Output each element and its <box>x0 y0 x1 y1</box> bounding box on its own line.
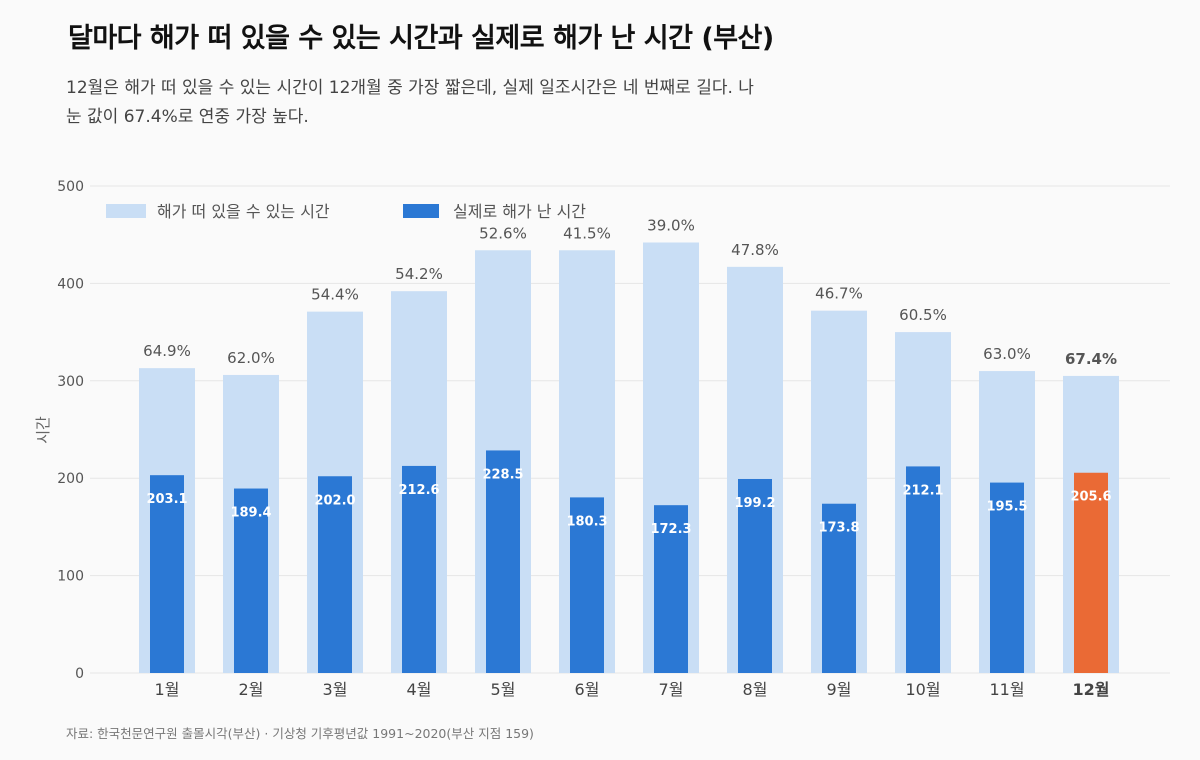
bar-actual-hours <box>486 450 520 673</box>
bar-actual-hours <box>318 476 352 673</box>
bar-value-label: 205.6 <box>1070 490 1111 505</box>
bar-actual-hours <box>234 488 268 673</box>
bar-actual-hours <box>738 478 772 673</box>
x-tick-label: 5월 <box>491 680 516 699</box>
bar-value-label: 180.3 <box>566 514 607 529</box>
legend: 해가 떠 있을 수 있는 시간 실제로 해가 난 시간 <box>106 202 586 221</box>
x-tick-label: 8월 <box>743 680 768 699</box>
source-note: 자료: 한국천문연구원 출몰시각(부산) · 기상청 기후평년값 1991~20… <box>66 726 534 741</box>
legend-swatch-actual <box>403 204 439 218</box>
bar-value-label: 195.5 <box>986 500 1027 515</box>
bar-value-label: 212.6 <box>398 483 439 498</box>
bar-value-label: 173.8 <box>818 521 859 536</box>
bar-actual-hours <box>150 475 184 673</box>
x-tick-label: 6월 <box>575 680 600 699</box>
y-tick-label: 0 <box>75 666 84 682</box>
chart-subtitle: 12월은 해가 떠 있을 수 있는 시간이 12개월 중 가장 짧은데, 실제 … <box>66 78 754 127</box>
bar-actual-hours <box>822 503 856 673</box>
legend-label-possible: 해가 떠 있을 수 있는 시간 <box>157 202 330 221</box>
y-tick-label: 100 <box>57 569 84 585</box>
x-tick-label: 11월 <box>989 680 1024 699</box>
bar-value-label: 202.0 <box>314 493 355 508</box>
x-tick-label: 4월 <box>407 680 432 699</box>
ratio-label: 54.4% <box>311 286 359 304</box>
x-tick-label: 10월 <box>905 680 940 699</box>
bar-actual-hours <box>990 482 1024 673</box>
x-tick-label: 12월 <box>1073 680 1110 699</box>
x-tick-label: 7월 <box>659 680 684 699</box>
bar-actual-hours <box>1074 472 1108 673</box>
bar-actual-hours <box>654 505 688 673</box>
bar-value-label: 203.1 <box>146 492 187 507</box>
ratio-label: 47.8% <box>731 241 779 259</box>
ratio-label: 41.5% <box>563 224 611 242</box>
ratio-label: 60.5% <box>899 306 947 324</box>
y-tick-label: 300 <box>57 374 84 390</box>
bar-value-label: 172.3 <box>650 522 691 537</box>
x-tick-label: 1월 <box>155 680 180 699</box>
x-tick-label: 3월 <box>323 680 348 699</box>
x-axis-ticks: 1월 2월 3월 4월 5월 6월 7월 8월 9월 10월 11월 12월 <box>155 680 1110 699</box>
ratio-label: 63.0% <box>983 345 1031 363</box>
bar-value-label: 228.5 <box>482 467 523 482</box>
bar-actual-hours <box>402 465 436 673</box>
chart-title: 달마다 해가 떠 있을 수 있는 시간과 실제로 해가 난 시간 (부산) <box>68 23 774 54</box>
bar-value-label: 199.2 <box>734 496 775 511</box>
ratio-label: 52.6% <box>479 224 527 242</box>
y-axis-ticks: 0 100 200 300 400 500 <box>57 179 84 682</box>
y-tick-label: 400 <box>57 276 84 292</box>
legend-swatch-possible <box>106 204 146 218</box>
y-axis-label: 시간 <box>34 416 52 444</box>
x-tick-label: 9월 <box>827 680 852 699</box>
legend-label-actual: 실제로 해가 난 시간 <box>453 202 586 221</box>
y-tick-label: 500 <box>57 179 84 195</box>
bar-value-label: 189.4 <box>230 506 271 521</box>
ratio-label: 39.0% <box>647 216 695 234</box>
bars: 203.1 64.9% 189.4 62.0% 202.0 54.4% 212.6 54.2%… <box>139 216 1119 673</box>
ratio-label: 54.2% <box>395 265 443 283</box>
bar-value-label: 212.1 <box>902 483 943 498</box>
bar-actual-hours <box>570 497 604 673</box>
x-tick-label: 2월 <box>239 680 264 699</box>
ratio-label: 62.0% <box>227 349 275 367</box>
y-tick-label: 200 <box>57 471 84 487</box>
ratio-label: 46.7% <box>815 285 863 303</box>
ratio-label: 64.9% <box>143 342 191 360</box>
ratio-label: 67.4% <box>1065 350 1117 368</box>
bar-actual-hours <box>906 466 940 673</box>
